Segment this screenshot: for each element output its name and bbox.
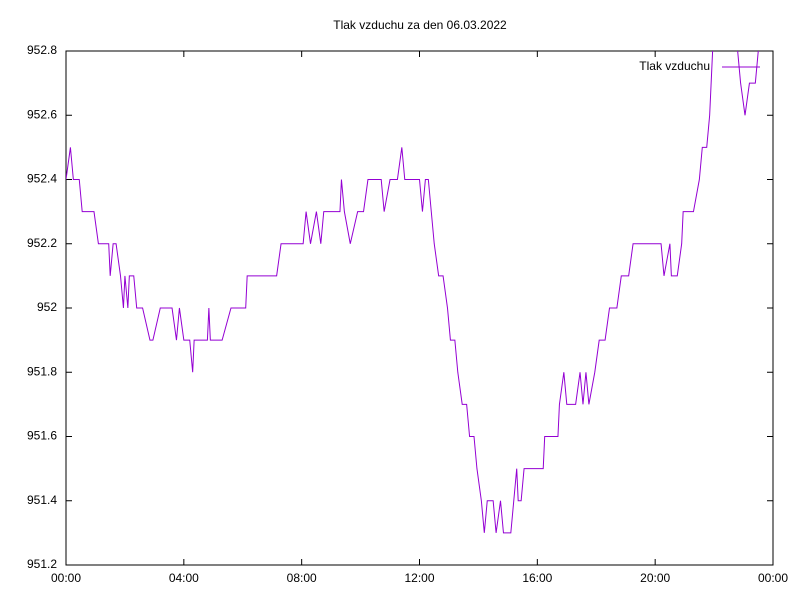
legend-label: Tlak vzduchu [639, 59, 710, 73]
x-tick-label: 16:00 [522, 571, 552, 585]
chart-title: Tlak vzduchu za den 06.03.2022 [333, 18, 507, 32]
y-tick-label: 952.8 [27, 43, 57, 57]
y-tick-label: 951.4 [27, 493, 57, 507]
data-line [66, 51, 759, 534]
y-tick-label: 951.8 [27, 364, 57, 378]
x-tick-label: 00:00 [758, 571, 788, 585]
x-tick-label: 00:00 [51, 571, 81, 585]
y-tick-label: 951.2 [27, 557, 57, 571]
y-tick-label: 951.6 [27, 429, 57, 443]
x-tick-label: 12:00 [404, 571, 434, 585]
y-tick-label: 952.6 [27, 107, 57, 121]
x-tick-label: 04:00 [169, 571, 199, 585]
y-tick-label: 952.2 [27, 236, 57, 250]
x-tick-label: 08:00 [287, 571, 317, 585]
y-tick-label: 952 [37, 300, 57, 314]
x-tick-label: 20:00 [640, 571, 670, 585]
y-tick-label: 952.4 [27, 172, 57, 186]
